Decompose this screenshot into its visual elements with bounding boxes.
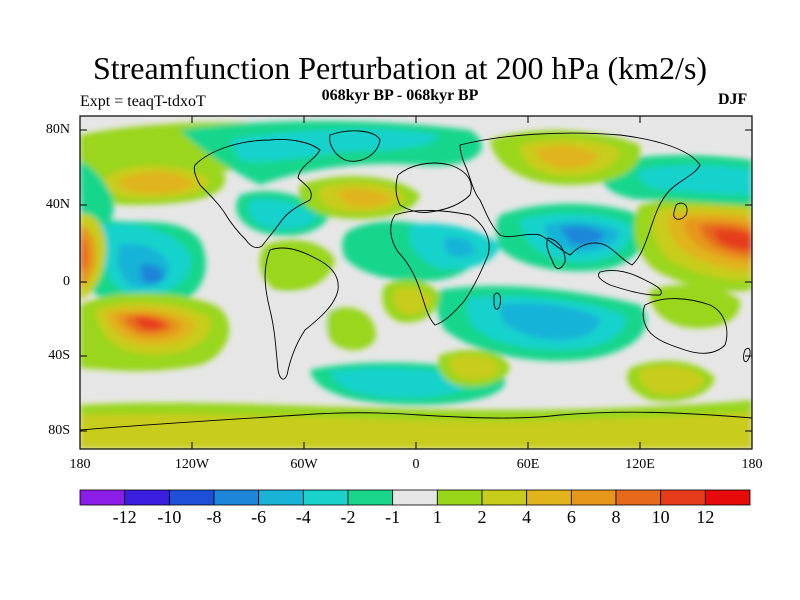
- colorbar: [79, 489, 751, 506]
- colorbar-label: -4: [295, 507, 311, 527]
- colorbar-swatch-11: [570, 489, 617, 506]
- plot-title: Streamfunction Perturbation at 200 hPa (…: [92, 50, 708, 86]
- colorbar-swatch-0: [79, 489, 126, 506]
- colorbar-swatch-6: [347, 489, 394, 506]
- colorbar-label: -6: [251, 507, 267, 527]
- australia-coast: [642, 298, 728, 354]
- colorbar-swatch-8: [436, 489, 483, 506]
- colorbar-label: -2: [340, 507, 356, 527]
- north-america-coast: [193, 139, 321, 249]
- japan-coast: [673, 202, 688, 220]
- lon-label-120e: 120E: [625, 457, 655, 472]
- streamfunction-field: [80, 116, 752, 449]
- lat-label-80n: 80N: [45, 122, 70, 137]
- greenland-coast: [329, 130, 381, 162]
- colorbar-swatch-2: [168, 489, 215, 506]
- colorbar-swatch-4: [258, 489, 304, 506]
- india-coast: [546, 237, 566, 269]
- europe-coast: [395, 162, 472, 213]
- new-zealand-coast: [743, 347, 751, 363]
- colorbar-label: -12: [112, 507, 137, 527]
- lon-label-180e: 180: [741, 457, 763, 472]
- colorbar-swatch-3: [213, 489, 260, 506]
- lat-label-40n: 40N: [45, 197, 70, 212]
- colorbar-swatch-12: [615, 489, 662, 506]
- experiment-label: Expt = teaqT-tdxoT: [80, 93, 206, 110]
- coastlines: [80, 130, 752, 431]
- colorbar-swatch-5: [302, 489, 349, 506]
- lon-label-60w: 60W: [290, 457, 318, 472]
- lat-label-80s: 80S: [48, 423, 70, 438]
- axis-ticks: [79, 116, 753, 449]
- colorbar-label: 1: [432, 507, 442, 527]
- lon-label-0: 0: [412, 457, 420, 472]
- colorbar-swatch-13: [660, 489, 706, 506]
- season-label: DJF: [718, 91, 748, 108]
- colorbar-label: -10: [157, 507, 182, 527]
- colorbar-swatch-7: [392, 489, 438, 506]
- indonesia-coast: [598, 269, 662, 296]
- colorbar-label: -1: [385, 507, 401, 527]
- africa-coast: [390, 210, 490, 326]
- colorbar-swatch-1: [124, 489, 170, 506]
- lat-label-0: 0: [63, 274, 70, 289]
- madagascar-coast: [493, 292, 501, 310]
- colorbar-swatch-10: [526, 489, 572, 506]
- colorbar-swatch-9: [481, 489, 528, 506]
- lon-label-180w: 180: [69, 457, 91, 472]
- lon-label-120w: 120W: [174, 457, 210, 472]
- colorbar-label: 8: [611, 507, 621, 527]
- antarctica-coast: [80, 411, 752, 431]
- colorbar-label: 2: [477, 507, 487, 527]
- colorbar-label: 12: [696, 507, 715, 527]
- colorbar-swatch-14: [704, 489, 751, 506]
- colorbar-label: 10: [651, 507, 670, 527]
- south-america-coast: [264, 247, 339, 380]
- asia-coast: [459, 132, 701, 266]
- colorbar-label: -8: [206, 507, 222, 527]
- colorbar-label: 6: [566, 507, 576, 527]
- lon-label-60e: 60E: [516, 457, 540, 472]
- colorbar-label: 4: [522, 507, 532, 527]
- lat-label-40s: 40S: [48, 348, 70, 363]
- period-label: 068kyr BP - 068kyr BP: [321, 87, 479, 104]
